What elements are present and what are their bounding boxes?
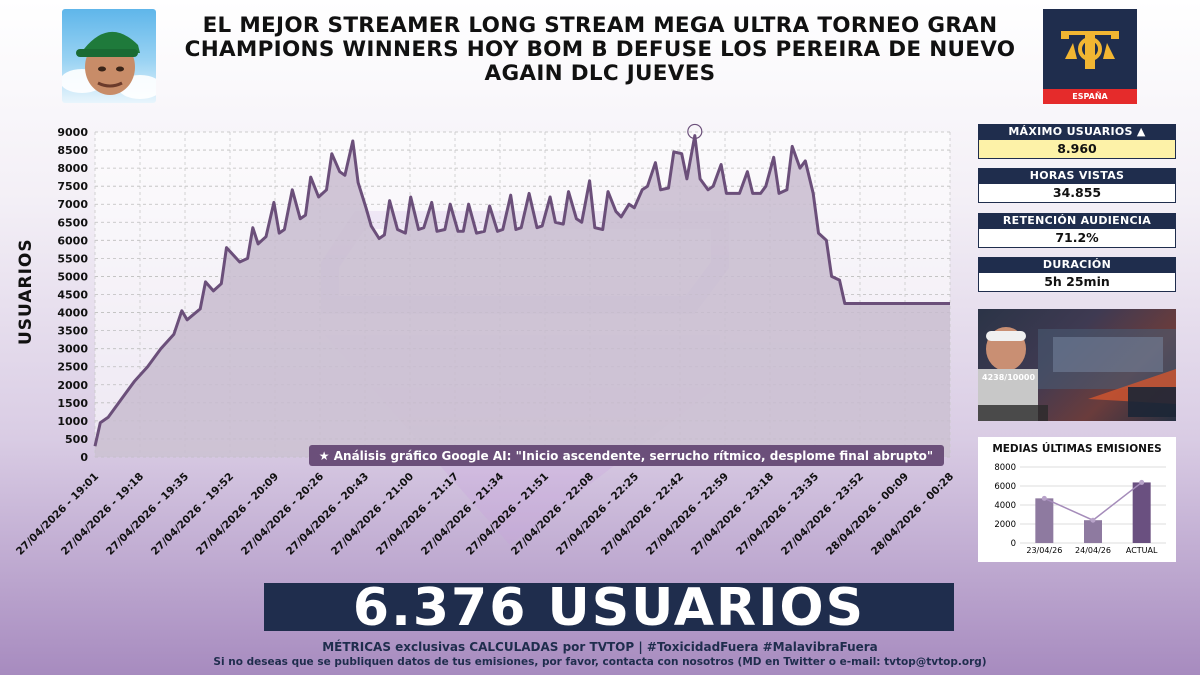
y-tick-label: 9000 [57, 126, 88, 139]
mini-y-tick-label: 8000 [994, 463, 1016, 473]
y-tick-label: 6500 [57, 216, 88, 229]
y-tick-label: 3000 [57, 343, 88, 356]
y-tick-label: 7500 [57, 180, 88, 193]
stream-title: EL MEJOR STREAMER LONG STREAM MEGA ULTRA… [184, 13, 1016, 86]
mini-bar [1084, 520, 1102, 543]
x-tick-label: 27/04/2026 - 21:00 [329, 471, 416, 558]
peak-marker [687, 123, 703, 140]
mini-point [1139, 479, 1145, 485]
stat-value: 8.960 [978, 140, 1176, 159]
stat-hours-watched: HORAS VISTAS 34.855 [978, 168, 1176, 203]
y-tick-label: 5500 [57, 252, 88, 265]
y-tick-label: 1000 [57, 415, 88, 428]
mini-point [1090, 517, 1096, 523]
stat-retention: RETENCIÓN AUDIENCIA 71.2% [978, 213, 1176, 248]
x-tick-label: 27/04/2026 - 23:52 [779, 471, 866, 558]
y-tick-label: 4000 [57, 307, 88, 320]
stat-label: HORAS VISTAS [978, 168, 1176, 184]
current-users-banner: 6.376 USUARIOS [264, 582, 954, 634]
x-tick-label: 28/04/2026 - 00:09 [824, 471, 911, 558]
mini-x-label: 23/04/26 [1026, 546, 1062, 555]
x-tick-label: 27/04/2026 - 19:52 [149, 471, 236, 558]
y-tick-label: 6000 [57, 234, 88, 247]
stat-value: 34.855 [978, 184, 1176, 203]
y-tick-label: 3500 [57, 325, 88, 338]
x-tick-label: 27/04/2026 - 20:09 [194, 471, 281, 558]
stat-label: DURACIÓN [978, 257, 1176, 273]
series-line [93, 134, 950, 447]
stat-value: 5h 25min [978, 273, 1176, 292]
y-tick-label: 2500 [57, 361, 88, 374]
stream-thumbnail: 4238/10000 [978, 309, 1176, 421]
averages-title: MEDIAS ÚLTIMAS EMISIONES [992, 443, 1162, 455]
y-tick-label: 1500 [57, 397, 88, 410]
mini-y-tick-label: 2000 [994, 520, 1016, 530]
y-tick-label: 8500 [57, 144, 88, 157]
x-tick-label: 27/04/2026 - 23:35 [734, 471, 821, 558]
tvtop-logo: ESPAÑA [1043, 9, 1137, 104]
thumbnail-overlay-text: 4238/10000 [982, 373, 1036, 382]
stat-max-users: MÁXIMO USUARIOS ▲ 8.960 [978, 124, 1176, 159]
y-tick-label: 2000 [57, 379, 88, 392]
x-tick-label: 28/04/2026 - 00:28 [869, 471, 956, 558]
y-tick-label: 5000 [57, 270, 88, 283]
stat-label: MÁXIMO USUARIOS ▲ [978, 124, 1176, 140]
x-tick-label: 27/04/2026 - 19:01 [14, 471, 101, 558]
y-tick-label: 0 [80, 451, 88, 464]
x-tick-label: 27/04/2026 - 19:35 [104, 471, 191, 558]
y-tick-label: 7000 [57, 198, 88, 211]
x-tick-label: 27/04/2026 - 21:17 [374, 471, 461, 558]
y-tick-label: 500 [65, 433, 88, 446]
y-tick-label: 8000 [57, 162, 88, 175]
x-tick-label: 27/04/2026 - 22:42 [599, 471, 686, 558]
footer-contact: Si no deseas que se publiquen datos de t… [213, 656, 987, 668]
stat-value: 71.2% [978, 229, 1176, 248]
streamer-avatar [62, 9, 156, 103]
footer-credits: MÉTRICAS exclusivas CALCULADAS por TVTOP… [322, 640, 878, 654]
mini-y-tick-label: 6000 [994, 482, 1016, 492]
x-tick-label: 27/04/2026 - 19:18 [59, 471, 146, 558]
mini-point [1041, 495, 1047, 501]
y-axis-label: USUARIOS [16, 238, 36, 345]
mini-bar [1035, 498, 1054, 543]
series-area [95, 135, 950, 457]
x-tick-label: 27/04/2026 - 20:43 [284, 471, 371, 558]
mini-bar [1132, 482, 1151, 543]
logo-region-label: ESPAÑA [1043, 89, 1137, 104]
mini-x-label: ACTUAL [1126, 546, 1158, 555]
y-tick-label: 4500 [57, 289, 88, 302]
mini-y-tick-label: 4000 [994, 501, 1016, 511]
y-axis-ticks: 0 500 1000 1500 2000 2500 3000 3500 4000 4500 5000… [57, 126, 88, 464]
mini-x-label: 24/04/26 [1075, 546, 1111, 555]
averages-panel: MEDIAS ÚLTIMAS EMISIONES 8000 6000 4000 200… [978, 437, 1176, 562]
ai-annotation: ★ Análisis gráfico Google AI: "Inicio as… [309, 445, 944, 466]
audience-chart: 0 500 1000 1500 2000 2500 3000 3500 4000 4500 5000… [14, 123, 956, 558]
stat-label: RETENCIÓN AUDIENCIA [978, 213, 1176, 229]
stat-duration: DURACIÓN 5h 25min [978, 257, 1176, 292]
averages-chart: 8000 6000 4000 2000 0 23/04/26 24/04/26 ACTUAL [994, 463, 1166, 555]
mini-y-tick-label: 0 [1011, 539, 1016, 549]
x-tick-label: 27/04/2026 - 23:18 [689, 471, 776, 558]
ai-annotation-text: ★ Análisis gráfico Google AI: "Inicio as… [319, 449, 933, 463]
x-tick-label: 27/04/2026 - 22:59 [644, 471, 731, 558]
x-tick-label: 27/04/2026 - 20:26 [239, 471, 326, 558]
